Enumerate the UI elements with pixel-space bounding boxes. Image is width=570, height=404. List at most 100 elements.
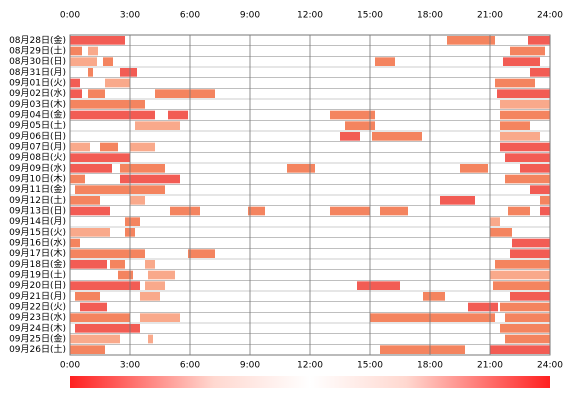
segment (500, 132, 540, 141)
segment (528, 36, 550, 45)
x-tick-label: 3:00 (120, 361, 140, 371)
segment (510, 249, 550, 258)
segment (70, 46, 82, 56)
row-label: 09月16日(水) (9, 237, 66, 249)
segment (148, 334, 153, 344)
segment (500, 324, 550, 333)
segment (490, 228, 512, 237)
segment (500, 110, 550, 120)
segment (423, 292, 445, 301)
segment (70, 142, 90, 152)
segment (70, 36, 125, 45)
segment (70, 100, 145, 109)
segment (460, 164, 488, 173)
segment (468, 302, 498, 312)
segment (510, 292, 550, 301)
row-label: 09月18日(金) (9, 258, 66, 270)
row-label: 09月05日(土) (9, 119, 66, 131)
row-label: 09月11日(金) (9, 183, 66, 195)
segment (380, 206, 408, 216)
color-bar (70, 376, 550, 388)
x-tick-label: 21:00 (477, 361, 503, 371)
segment (125, 217, 140, 226)
segment (330, 206, 370, 216)
row-label: 09月21日(月) (9, 291, 66, 302)
row-label: 09月07日(月) (9, 142, 66, 153)
segment (447, 36, 495, 45)
row-label: 09月23日(水) (9, 311, 66, 323)
row-label: 08月28日(金) (9, 34, 66, 46)
x-tick-label: 24:00 (537, 11, 563, 21)
segment (330, 110, 375, 120)
x-tick-label: 6:00 (180, 361, 200, 371)
x-tick-label: 21:00 (477, 11, 503, 21)
row-label: 09月20日(日) (9, 280, 66, 291)
segment (75, 324, 140, 333)
segment (155, 89, 215, 98)
segment (500, 302, 550, 312)
segment (145, 260, 155, 269)
segment (88, 89, 105, 98)
row-label: 09月15日(火) (9, 227, 66, 238)
segment (120, 164, 165, 173)
row-label: 09月26日(土) (9, 343, 66, 355)
segment (540, 206, 550, 216)
row-label: 09月24日(木) (9, 322, 66, 334)
segment (500, 100, 550, 109)
segment (530, 185, 550, 194)
segment (505, 334, 550, 344)
row-label: 08月30日(日) (9, 56, 66, 67)
row-label: 09月22日(火) (9, 302, 66, 313)
x-tick-label: 12:00 (297, 361, 323, 371)
row-label: 09月19日(土) (9, 269, 66, 281)
segment (345, 121, 375, 130)
row-label: 09月12日(土) (9, 194, 66, 206)
segment (148, 270, 175, 280)
row-label: 08月29日(土) (9, 45, 66, 57)
segment (503, 57, 540, 66)
segment (512, 238, 550, 248)
row-label: 08月31日(月) (9, 67, 66, 78)
segment (372, 132, 422, 141)
x-tick-label: 3:00 (120, 11, 140, 21)
row-label: 09月04日(金) (9, 109, 66, 121)
segment (135, 121, 180, 130)
row-label: 09月09日(水) (9, 162, 66, 174)
segment (287, 164, 315, 173)
segment (70, 345, 105, 354)
segment (70, 110, 155, 120)
x-tick-label: 18:00 (417, 361, 443, 371)
segment (120, 68, 137, 77)
segment (70, 206, 110, 216)
segment (80, 302, 107, 312)
segment (375, 57, 395, 66)
segment (140, 292, 160, 301)
segment (130, 142, 155, 152)
segment (510, 46, 545, 56)
segment (440, 196, 475, 205)
segment (70, 238, 80, 248)
segment (103, 57, 113, 66)
x-tick-label: 6:00 (180, 11, 200, 21)
segment (248, 206, 265, 216)
x-tick-label: 9:00 (240, 11, 260, 21)
segment (495, 78, 535, 88)
segment (168, 110, 188, 120)
segment (508, 206, 530, 216)
x-tick-label: 0:00 (60, 11, 80, 21)
segment (340, 132, 360, 141)
segment (490, 217, 500, 226)
row-label: 09月17日(木) (9, 247, 66, 259)
segment (370, 313, 495, 322)
x-tick-label: 0:00 (60, 361, 80, 371)
x-tick-label: 12:00 (297, 11, 323, 21)
segment (110, 260, 125, 269)
segment (70, 78, 80, 88)
segment (70, 249, 145, 258)
row-label: 09月01日(火) (9, 78, 66, 89)
segment (500, 142, 550, 152)
segment (490, 345, 550, 354)
segment (505, 153, 550, 162)
segment (75, 185, 165, 194)
